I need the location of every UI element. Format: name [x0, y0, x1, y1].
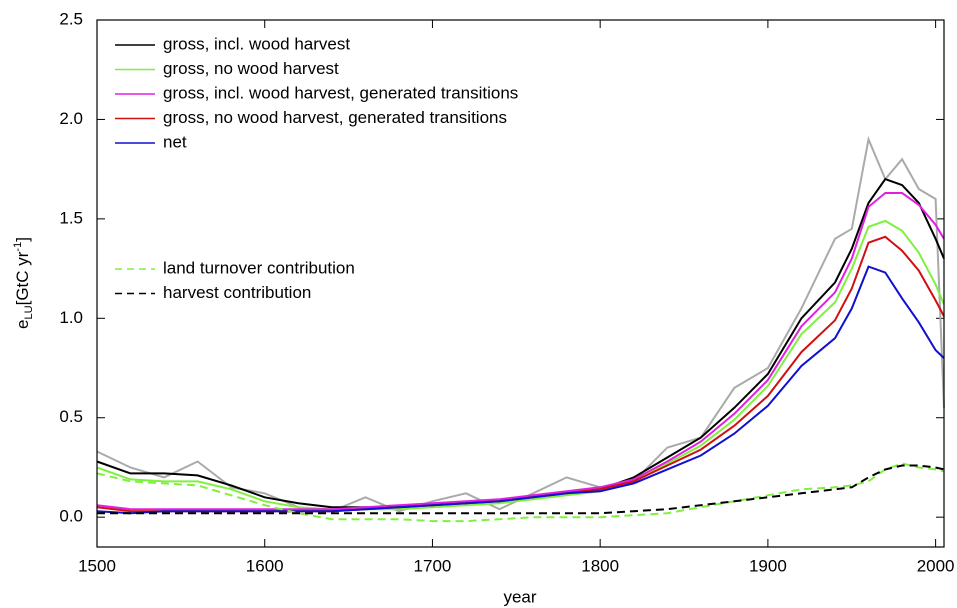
legend-label: land turnover contribution — [163, 258, 355, 277]
y-label-unit: [GtC yr — [13, 251, 32, 305]
legend-label: gross, no wood harvest, generated transi… — [163, 108, 507, 127]
series-line — [96, 135, 945, 513]
series-line — [97, 464, 945, 515]
y-tick-label: 0.5 — [59, 407, 83, 426]
y-tick-label: 1.5 — [59, 208, 83, 227]
x-tick-label: 2000 — [917, 556, 955, 575]
y-axis-label: eLU[GtC yr-1] — [12, 237, 35, 329]
series-line — [96, 192, 945, 511]
x-tick-label: 1600 — [246, 556, 284, 575]
y-label-base: e — [13, 319, 32, 328]
y-label-close: ] — [13, 237, 32, 242]
plot-frame — [96, 19, 945, 548]
series-line — [96, 177, 945, 509]
legend-label: gross, incl. wood harvest, generated tra… — [163, 83, 518, 102]
series-line — [96, 462, 945, 523]
legend-label: harvest contribution — [163, 283, 311, 302]
x-tick-label: 1700 — [414, 556, 452, 575]
series-line — [96, 265, 945, 515]
y-label-sub: LU — [23, 305, 35, 319]
y-tick-label: 2.5 — [59, 9, 83, 28]
y-tick-label: 2.0 — [59, 109, 83, 128]
y-tick-label: 1.0 — [59, 308, 83, 327]
x-axis-label: year — [503, 587, 536, 606]
legend-label: gross, no wood harvest — [163, 59, 339, 78]
y-tick-label: 0.0 — [59, 507, 83, 526]
legend-label: net — [163, 132, 187, 151]
legend-label: gross, incl. wood harvest — [163, 34, 350, 53]
x-tick-label: 1500 — [78, 556, 116, 575]
y-label-sup: -1 — [12, 242, 24, 252]
x-tick-label: 1800 — [581, 556, 619, 575]
x-tick-label: 1900 — [749, 556, 787, 575]
